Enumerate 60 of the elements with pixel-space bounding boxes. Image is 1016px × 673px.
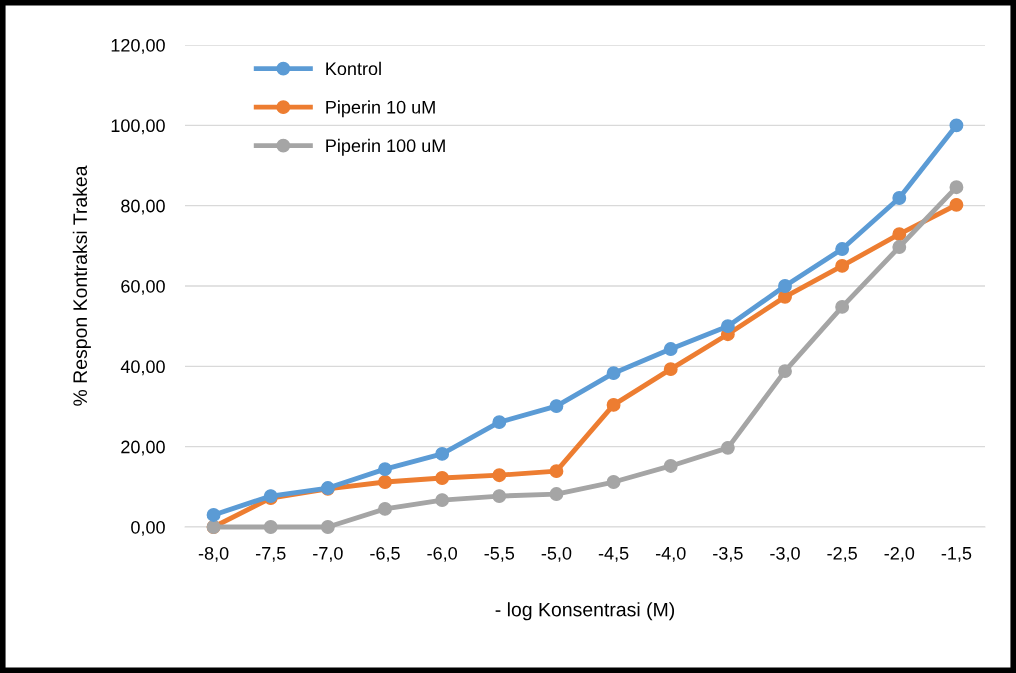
x-tick-label: -3,5 xyxy=(713,546,743,562)
x-tick-label: -4,0 xyxy=(655,546,686,562)
x-tick-label: -1,5 xyxy=(941,547,972,562)
legend-label: Piperin 10 uM xyxy=(326,100,435,118)
x-tick-label: -7,0 xyxy=(313,546,343,562)
y-tick-label: 100,00 xyxy=(111,119,165,135)
x-tick-label: -2,5 xyxy=(827,546,857,562)
point xyxy=(549,487,564,502)
point xyxy=(663,459,678,473)
point xyxy=(263,520,278,534)
point xyxy=(720,440,735,455)
point xyxy=(663,342,678,357)
point xyxy=(835,299,850,314)
x-tick-label: -4,5 xyxy=(598,547,629,562)
x-tick-label: -5,5 xyxy=(484,547,515,562)
point xyxy=(549,464,564,479)
point xyxy=(378,462,392,477)
point xyxy=(720,319,735,334)
point xyxy=(835,242,850,256)
point xyxy=(892,240,907,254)
point xyxy=(206,508,221,522)
point xyxy=(492,489,507,504)
point xyxy=(892,191,907,205)
point xyxy=(949,197,964,212)
x-axis-title: - log Konsentrasi (M) xyxy=(495,602,675,621)
point xyxy=(320,520,335,534)
point xyxy=(378,501,392,516)
x-tick-label: -6,5 xyxy=(370,546,400,562)
x-tick-label: -2,0 xyxy=(884,546,915,562)
point xyxy=(835,258,850,273)
y-tick-label: 120,00 xyxy=(111,38,165,54)
point xyxy=(778,364,792,379)
point xyxy=(549,399,564,414)
point xyxy=(435,493,450,508)
y-tick-label: 80,00 xyxy=(121,199,165,215)
legend-label: Piperin 100 uM xyxy=(326,138,445,156)
point xyxy=(606,475,621,489)
y-tick-label: 20,00 xyxy=(121,440,165,456)
legend-label: Kontrol xyxy=(326,61,381,76)
point xyxy=(663,362,678,377)
point xyxy=(949,118,964,133)
y-tick-label: 0,00 xyxy=(131,520,165,536)
point xyxy=(435,446,450,461)
point xyxy=(778,279,792,293)
point xyxy=(492,415,507,430)
point xyxy=(606,397,621,412)
point xyxy=(892,227,907,242)
x-tick-label: -7,5 xyxy=(255,547,286,562)
point xyxy=(435,471,450,485)
point xyxy=(378,475,392,489)
x-tick-label: -8,0 xyxy=(198,546,229,562)
y-tick-label: 40,00 xyxy=(120,360,165,376)
y-tick-label: 60,00 xyxy=(121,279,165,295)
x-tick-label: -5,0 xyxy=(541,546,572,562)
point xyxy=(492,468,507,483)
x-tick-label: -6,0 xyxy=(427,546,457,562)
y-axis-title: % Respon Kontraksi Trakea xyxy=(72,165,91,406)
point xyxy=(606,366,621,381)
x-tick-label: -3,0 xyxy=(770,546,800,562)
point xyxy=(949,180,964,195)
